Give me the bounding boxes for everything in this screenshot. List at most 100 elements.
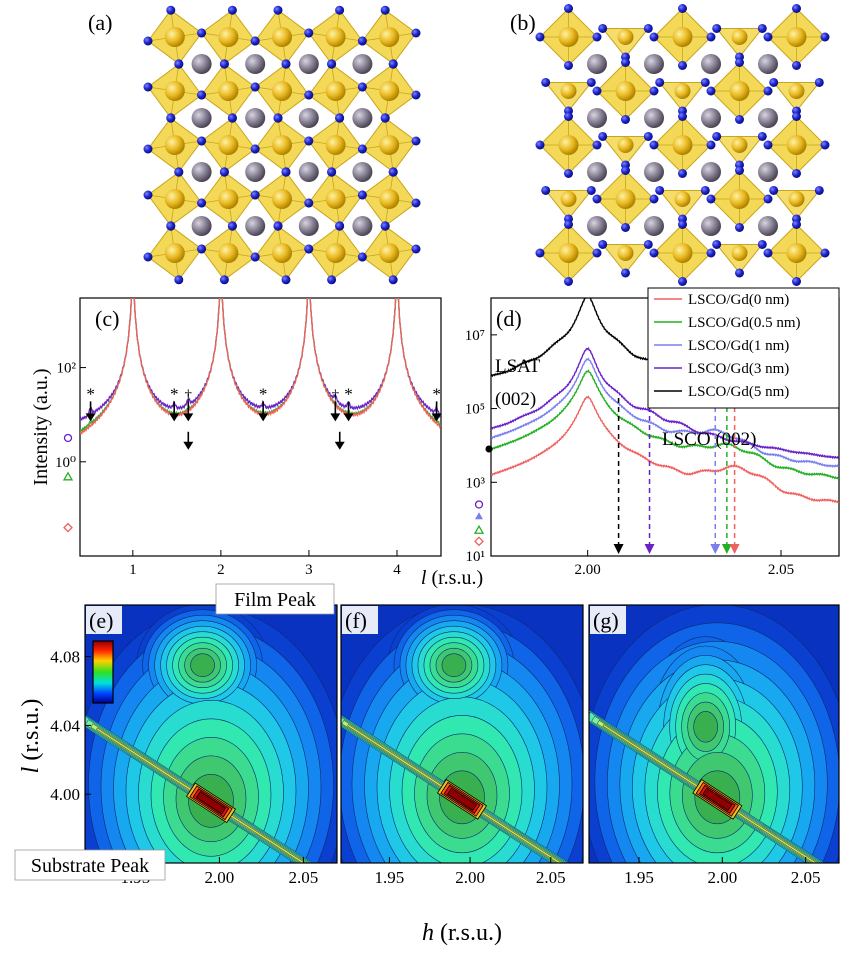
y-tick-label: 10¹ <box>466 549 486 565</box>
cobalt-atom <box>218 243 239 263</box>
la-sr-atom <box>298 216 319 236</box>
oxygen-atom <box>357 190 367 200</box>
series-line <box>80 298 441 435</box>
crystal-structure-a <box>143 5 421 285</box>
oxygen-atom <box>769 77 779 87</box>
series-marker <box>474 500 484 509</box>
oxygen-atom <box>757 239 767 249</box>
oxygen-atom <box>820 32 830 42</box>
core-contour <box>702 787 733 812</box>
y-tick-label: 10² <box>57 361 77 377</box>
oxygen-atom <box>281 59 291 69</box>
cobalt-atom <box>379 27 400 47</box>
la-sr-atom <box>298 108 319 128</box>
oxygen-atom <box>814 185 824 195</box>
substrate-core <box>436 779 488 820</box>
cobalt-atom <box>164 27 185 47</box>
oxygen-atom <box>219 275 229 285</box>
series-line <box>491 357 839 468</box>
oxygen-atom <box>174 275 184 285</box>
oxygen-atom <box>166 221 176 231</box>
oxygen-atom <box>735 223 744 232</box>
oxygen-atom <box>621 58 630 67</box>
oxygen-atom <box>380 5 390 15</box>
oxygen-atom <box>304 28 314 38</box>
peak-marker-head <box>613 544 624 554</box>
oxygen-atom <box>250 190 260 200</box>
oxygen-atom <box>621 115 630 124</box>
la-sr-atom <box>587 216 607 236</box>
oxygen-atom <box>678 61 687 70</box>
oxygen-atom <box>735 268 744 278</box>
label-bg <box>86 606 122 634</box>
legend-label: LSCO/Gd(3 nm) <box>688 361 789 377</box>
peak-marker-head <box>710 544 721 554</box>
oxygen-atom <box>621 166 630 175</box>
rsm-panel-label: (f) <box>342 606 378 634</box>
x-tick-label: 2.05 <box>289 868 319 887</box>
la-sr-atom <box>352 162 373 182</box>
panel-label-d: (d) <box>496 306 522 331</box>
oxygen-atom <box>564 169 573 178</box>
x-tick-label: 1 <box>129 562 137 578</box>
oxygen-atom <box>541 185 551 195</box>
lower-arrow-head <box>334 441 345 450</box>
peak-arrow-head <box>343 413 354 422</box>
oxygen-atom <box>411 136 421 146</box>
oxygen-atom <box>327 167 337 177</box>
oxygen-atom <box>649 140 659 150</box>
substrate-core <box>692 779 743 820</box>
series-marker <box>475 512 483 520</box>
oxygen-atom <box>586 77 596 87</box>
cobalt-atom <box>164 81 185 101</box>
cobalt-atom <box>325 135 346 155</box>
la-sr-atom <box>701 162 721 182</box>
x-tick-label: 2.05 <box>768 562 794 578</box>
cobalt-atom <box>218 27 239 47</box>
series-marker <box>62 471 74 481</box>
cobalt-atom <box>560 191 577 207</box>
rsm-panel: 1.952.002.054.004.044.08 (e) <box>50 604 338 887</box>
cobalt-atom <box>558 27 579 47</box>
oxygen-atom <box>678 169 687 178</box>
oxygen-atom <box>643 131 653 141</box>
cobalt-atom <box>674 83 691 99</box>
oxygen-atom <box>174 167 184 177</box>
oxygen-atom <box>335 113 345 123</box>
oxygen-atom <box>643 239 653 249</box>
rsm-frame <box>84 604 338 864</box>
cobalt-atom <box>379 243 400 263</box>
cobalt-atom <box>729 189 750 209</box>
la-sr-atom <box>245 162 266 182</box>
legend-label: LSCO/Gd(5 nm) <box>688 384 789 400</box>
lsat-label: LSAT <box>495 356 541 377</box>
chart-d-legend: LSCO/Gd(0 nm) LSCO/Gd(0.5 nm) LSCO/Gd(1 nm… <box>647 287 840 409</box>
rsm-plot <box>341 605 583 863</box>
panel-label: (e) <box>89 608 113 633</box>
film-peak-box <box>215 583 335 615</box>
peak-marker-head <box>644 544 655 554</box>
oxygen-atom <box>592 32 602 42</box>
rsm-axes: 1.952.002.054.004.044.08 <box>50 648 318 887</box>
oxygen-atom <box>143 144 153 154</box>
la-sr-atom <box>245 54 266 74</box>
oxygen-atom <box>757 131 767 141</box>
star-label: * <box>432 384 441 403</box>
cobalt-atom <box>731 29 748 45</box>
oxygen-atom <box>586 185 596 195</box>
oxygen-atom <box>388 167 398 177</box>
la-sr-atom <box>701 108 721 128</box>
oxygen-atom <box>763 248 773 258</box>
dagger-label: † <box>332 387 340 403</box>
x-tick-label: 1.95 <box>624 868 654 887</box>
oxygen-atom <box>621 268 630 278</box>
x-tick-label: 2.05 <box>791 868 821 887</box>
substrate-core <box>185 782 237 824</box>
oxygen-atom <box>564 220 573 229</box>
oxygen-atom <box>763 194 773 204</box>
la-sr-atom <box>644 216 664 236</box>
oxygen-atom <box>357 144 367 154</box>
oxygen-atom <box>592 140 602 150</box>
oxygen-atom <box>649 32 659 42</box>
oxygen-atom <box>678 277 687 286</box>
